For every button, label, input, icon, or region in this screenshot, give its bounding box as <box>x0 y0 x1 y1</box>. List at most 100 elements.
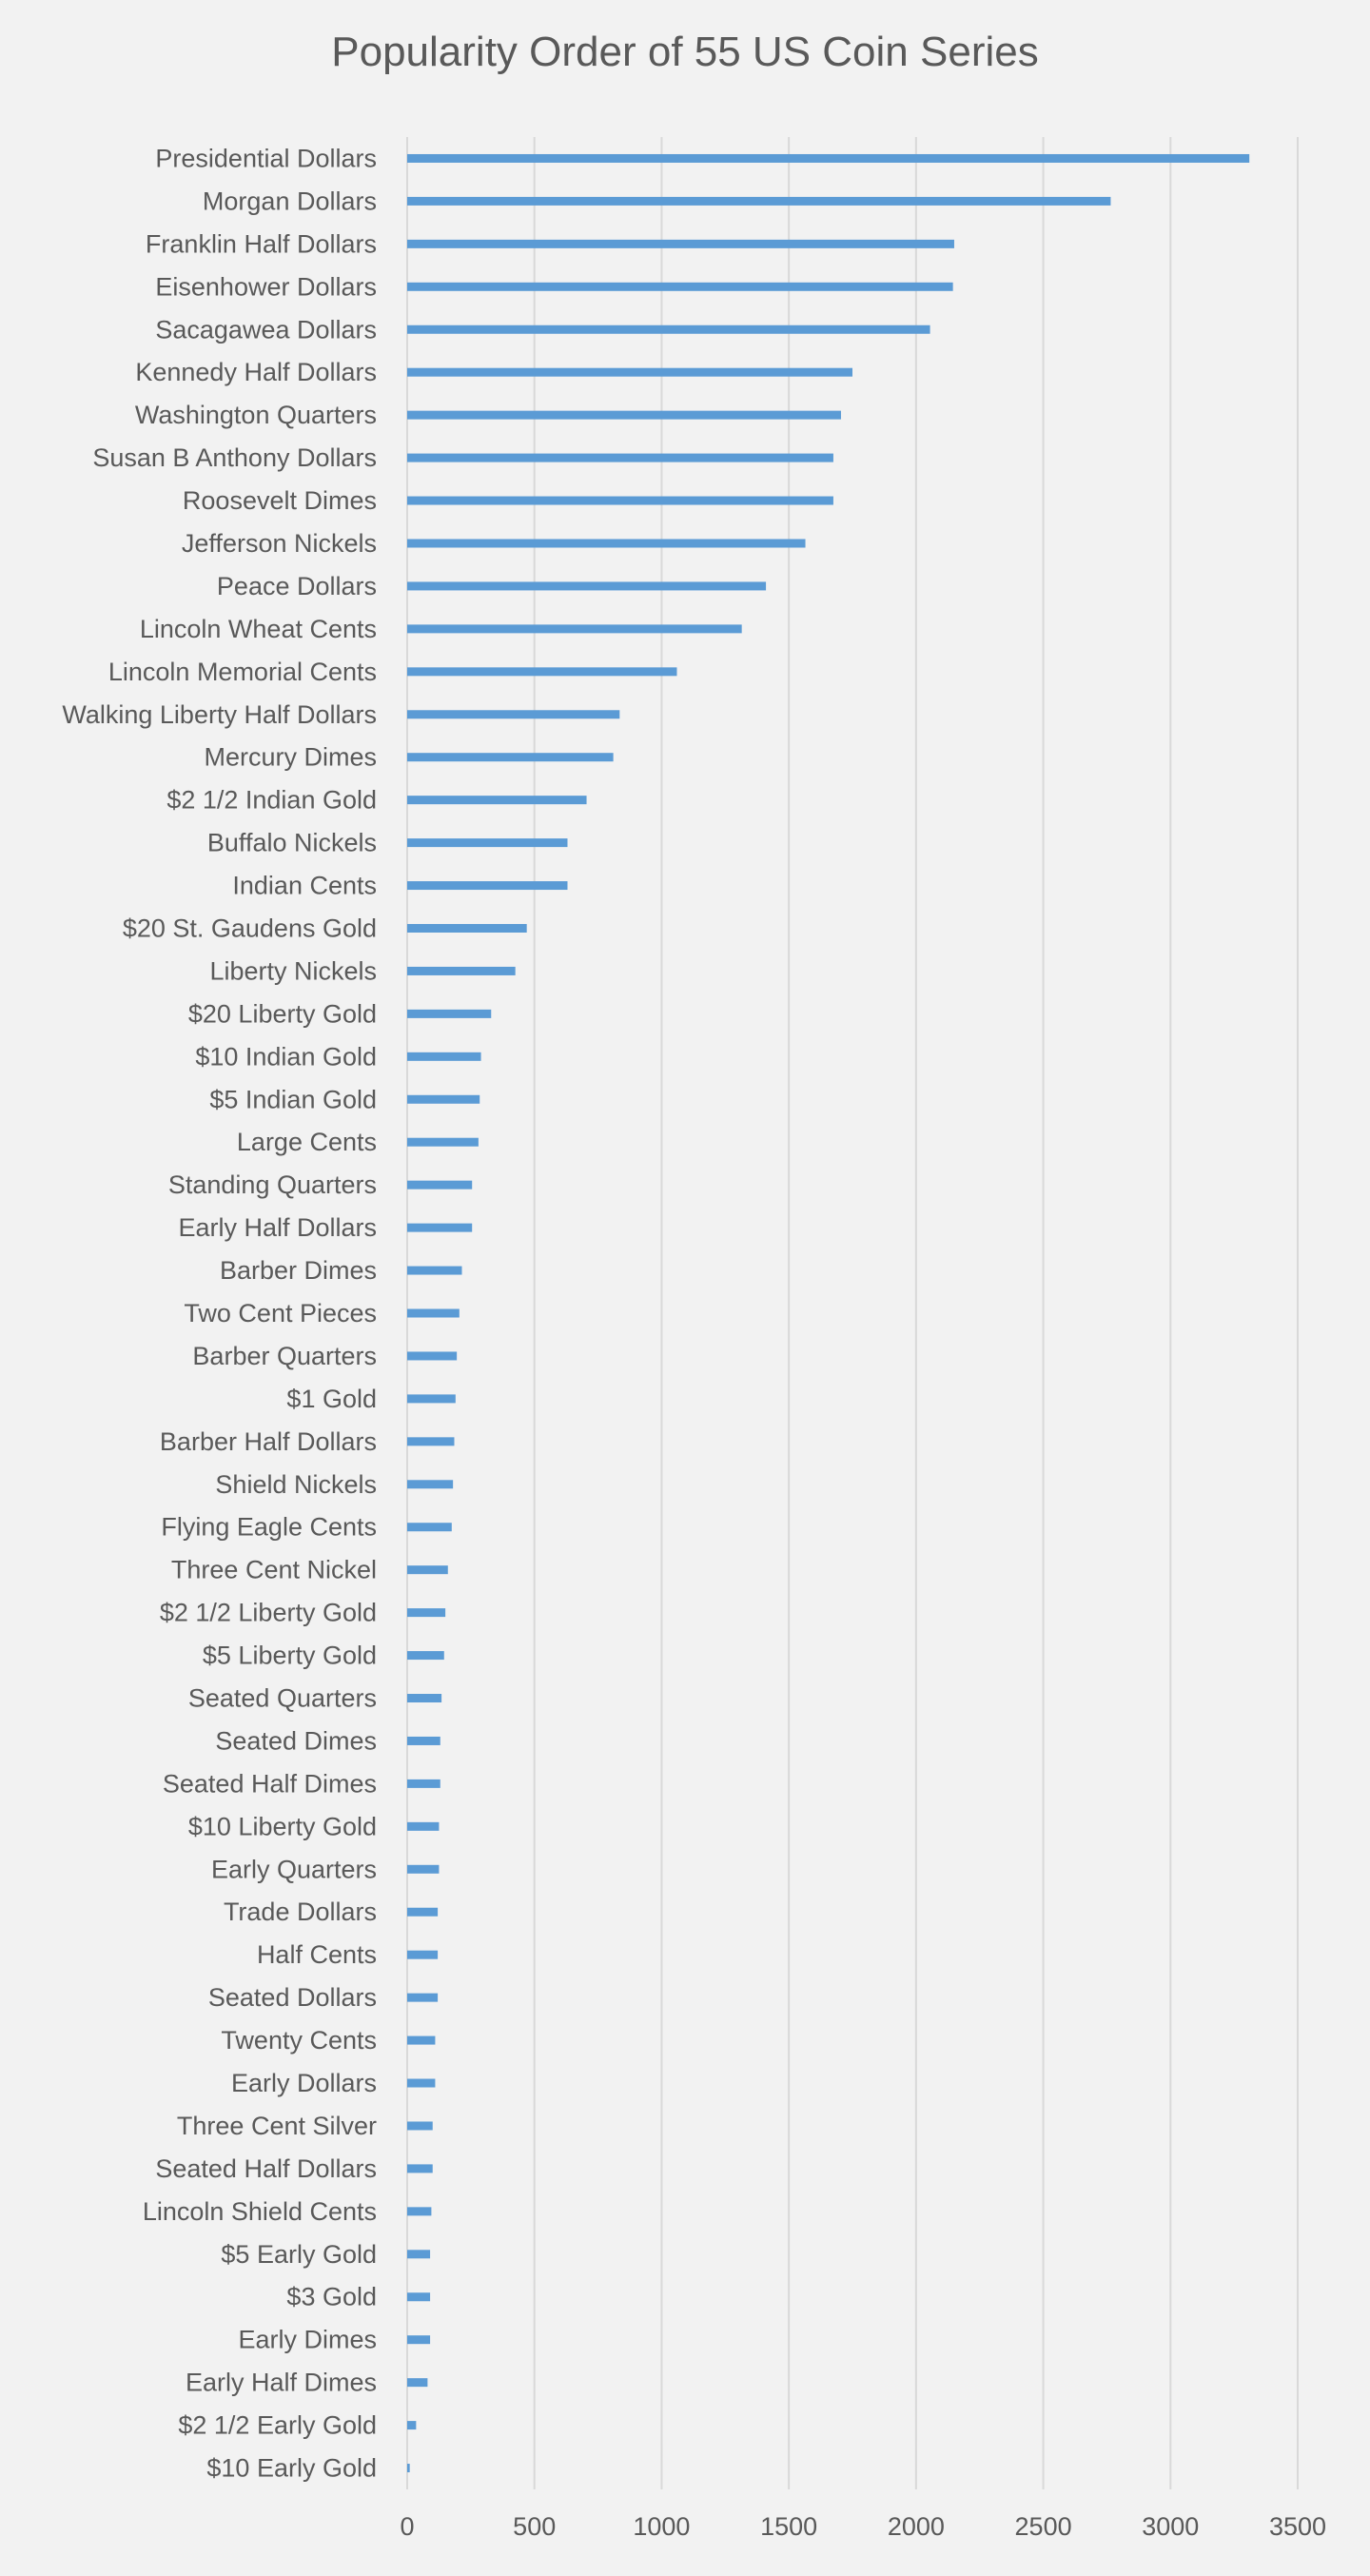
category-label: Franklin Half Dollars <box>146 229 377 258</box>
bar <box>407 2164 433 2173</box>
category-label: Peace Dollars <box>217 572 377 600</box>
bar <box>407 1736 440 1745</box>
category-label: Barber Quarters <box>192 1342 377 1370</box>
x-tick-label: 1500 <box>760 2512 817 2541</box>
category-label: $5 Indian Gold <box>209 1085 377 1113</box>
bar <box>407 239 954 248</box>
bar <box>407 2464 410 2473</box>
category-label: Seated Half Dollars <box>155 2154 377 2183</box>
bar <box>407 1694 442 1703</box>
bar <box>407 1223 473 1232</box>
bar <box>407 2207 432 2216</box>
bar <box>407 2335 431 2345</box>
bar <box>407 2292 431 2302</box>
bar <box>407 1180 473 1190</box>
category-label: $10 Liberty Gold <box>188 1812 377 1840</box>
x-tick-label: 2500 <box>1015 2512 1072 2541</box>
bar <box>407 410 841 420</box>
bar <box>407 966 516 975</box>
category-label: Mercury Dimes <box>204 743 377 772</box>
bar <box>407 1950 439 1959</box>
bar <box>407 2250 431 2259</box>
bar <box>407 324 930 334</box>
category-label: Liberty Nickels <box>209 956 377 985</box>
category-label: Standing Quarters <box>168 1170 377 1199</box>
category-label: Sacagawea Dollars <box>155 315 377 344</box>
category-label: Twenty Cents <box>221 2026 377 2055</box>
category-label: Walking Liberty Half Dollars <box>62 700 377 729</box>
category-label: $20 Liberty Gold <box>188 999 377 1028</box>
category-label: $2 1/2 Liberty Gold <box>160 1599 377 1627</box>
category-label: Lincoln Wheat Cents <box>140 615 377 643</box>
category-label: Roosevelt Dimes <box>183 486 377 515</box>
bar <box>407 1608 446 1618</box>
bar <box>407 667 677 677</box>
bar <box>407 1821 440 1831</box>
category-label: Eisenhower Dollars <box>155 272 377 301</box>
bar <box>407 1779 440 1788</box>
category-label: $10 Indian Gold <box>195 1042 377 1071</box>
category-label: $20 St. Gaudens Gold <box>123 914 377 942</box>
category-label: $2 1/2 Indian Gold <box>166 786 377 815</box>
category-label: Susan B Anthony Dollars <box>92 443 377 472</box>
category-label: Early Half Dimes <box>186 2369 377 2397</box>
bar <box>407 153 1250 163</box>
x-tick-label: 0 <box>400 2512 414 2541</box>
category-label: $3 Gold <box>286 2283 377 2311</box>
category-label: $5 Liberty Gold <box>203 1642 377 1670</box>
bar <box>407 539 806 548</box>
bar <box>407 2035 436 2045</box>
category-label: Barber Dimes <box>220 1256 377 1285</box>
category-label: Early Dollars <box>231 2069 377 2097</box>
category-label: Barber Half Dollars <box>160 1427 377 1456</box>
bar <box>407 2378 428 2388</box>
category-label: Kennedy Half Dollars <box>135 358 377 386</box>
bar <box>407 453 833 462</box>
category-label: Early Quarters <box>211 1855 377 1883</box>
bar <box>407 753 614 762</box>
bar <box>407 1864 440 1874</box>
x-tick-label: 500 <box>513 2512 556 2541</box>
category-label: Two Cent Pieces <box>184 1299 377 1327</box>
category-label: Seated Dollars <box>208 1983 377 2012</box>
category-label: Seated Half Dimes <box>163 1769 377 1798</box>
category-label: $1 Gold <box>286 1385 377 1413</box>
category-label: Lincoln Shield Cents <box>143 2197 377 2226</box>
category-label: Trade Dollars <box>224 1898 377 1926</box>
bar <box>407 1437 455 1446</box>
bar <box>407 796 587 805</box>
category-label: $5 Early Gold <box>221 2240 377 2269</box>
category-label: Half Cents <box>257 1940 377 1969</box>
bar <box>407 1308 460 1318</box>
category-label: Seated Quarters <box>188 1684 377 1713</box>
category-label: Lincoln Memorial Cents <box>108 658 377 686</box>
x-tick-label: 2000 <box>888 2512 945 2541</box>
bar <box>407 710 620 719</box>
bar <box>407 367 852 377</box>
bar <box>407 1394 456 1404</box>
bar <box>407 2078 436 2088</box>
bar <box>407 1266 462 1275</box>
bar <box>407 1052 481 1061</box>
bar <box>407 1993 439 2002</box>
bar <box>407 1523 452 1532</box>
bar <box>407 2121 433 2131</box>
bar <box>407 1651 444 1661</box>
x-tick-label: 3000 <box>1142 2512 1199 2541</box>
category-label: $2 1/2 Early Gold <box>178 2411 377 2440</box>
category-label: Jefferson Nickels <box>182 529 377 558</box>
bar <box>407 1137 479 1147</box>
bar <box>407 624 742 634</box>
bar <box>407 1480 454 1489</box>
chart-title: Popularity Order of 55 US Coin Series <box>331 29 1039 75</box>
bar <box>407 581 767 591</box>
category-label: Buffalo Nickels <box>207 829 377 857</box>
bar <box>407 1907 439 1917</box>
bar <box>407 1094 480 1104</box>
bar <box>407 1009 492 1018</box>
category-label: Washington Quarters <box>135 401 377 429</box>
bar <box>407 282 953 291</box>
bar <box>407 496 833 505</box>
